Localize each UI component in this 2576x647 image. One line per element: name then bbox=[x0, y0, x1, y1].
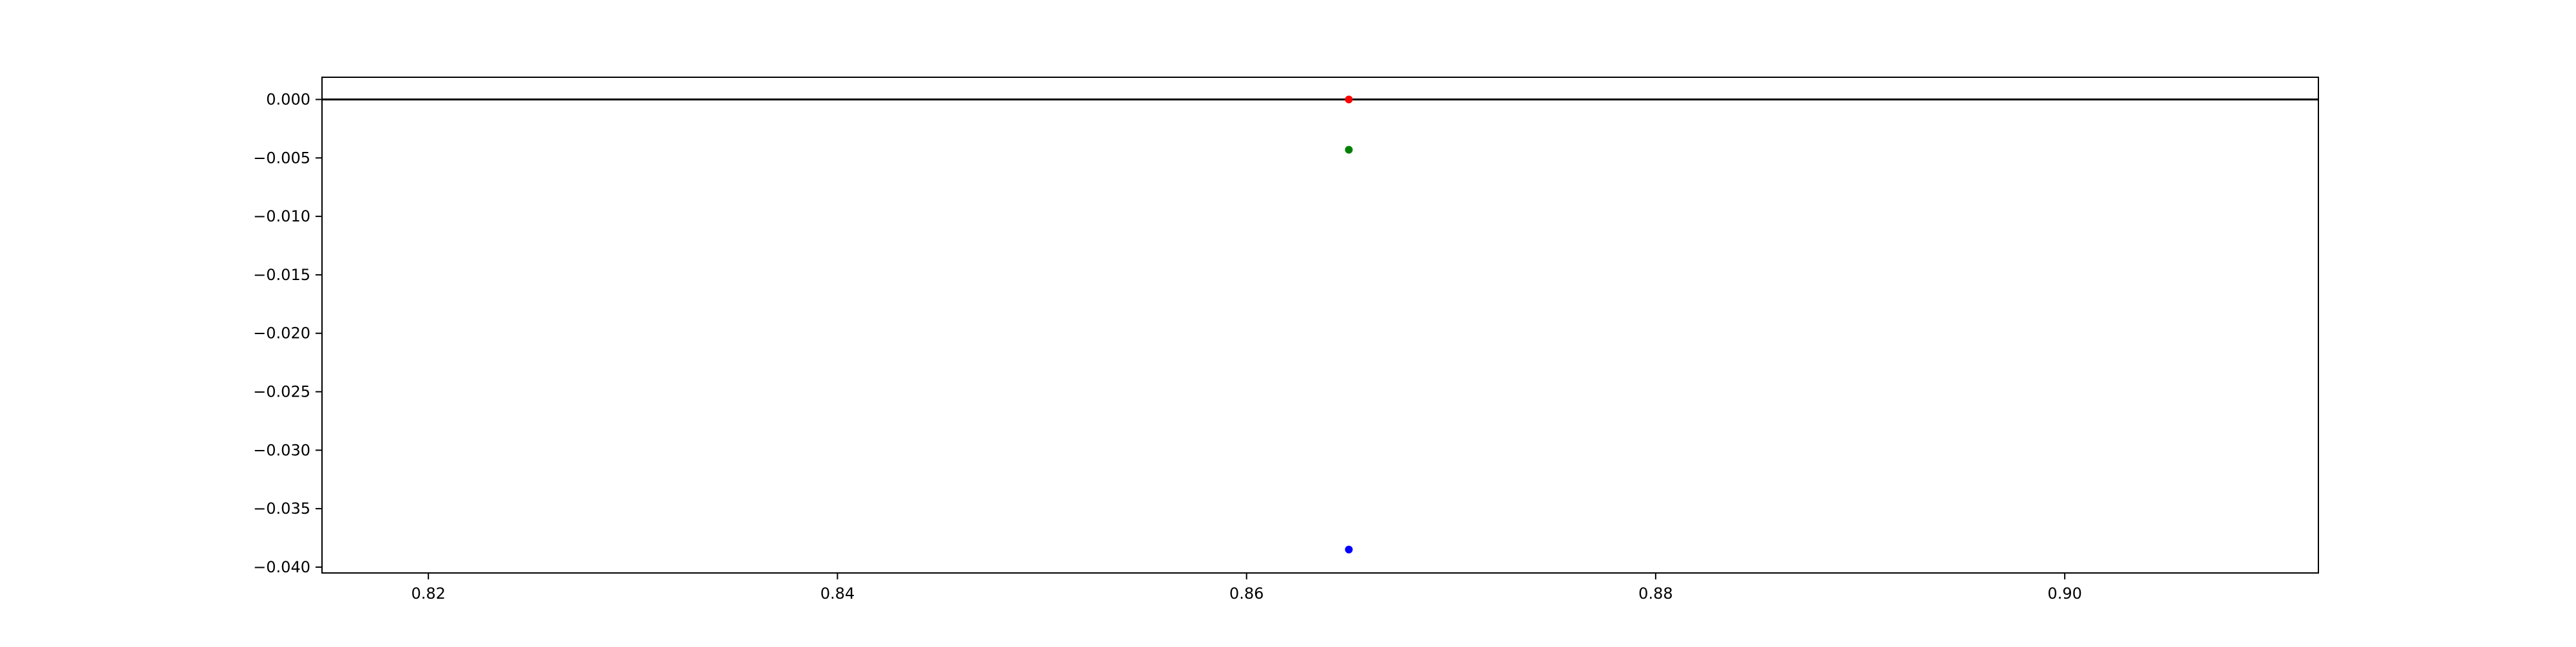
x-tick-label: 0.86 bbox=[1229, 585, 1264, 603]
data-point bbox=[1345, 145, 1353, 154]
y-tick-label: −0.030 bbox=[253, 441, 310, 459]
y-tick-label: −0.005 bbox=[253, 149, 310, 167]
y-tick-label: −0.020 bbox=[253, 324, 310, 342]
data-point bbox=[1345, 95, 1353, 104]
x-tick-label: 0.84 bbox=[820, 585, 855, 603]
y-axis-ticks: 0.000 −0.005 −0.010 −0.015 −0.020 −0.025 −0.03… bbox=[253, 91, 322, 576]
x-tick-label: 0.90 bbox=[2047, 585, 2081, 603]
y-tick-label: −0.010 bbox=[253, 207, 310, 225]
x-tick-label: 0.88 bbox=[1638, 585, 1672, 603]
data-points bbox=[1345, 95, 1353, 554]
x-axis-ticks: 0.82 0.84 0.86 0.88 0.90 bbox=[411, 573, 2082, 603]
data-point bbox=[1345, 545, 1353, 554]
y-tick-label: −0.040 bbox=[253, 558, 310, 576]
x-tick-label: 0.82 bbox=[411, 585, 445, 603]
y-tick-label: −0.035 bbox=[253, 500, 310, 518]
y-tick-label: 0.000 bbox=[266, 91, 310, 109]
y-tick-label: −0.025 bbox=[253, 383, 310, 401]
y-tick-label: −0.015 bbox=[253, 266, 310, 284]
plot-frame bbox=[321, 77, 2319, 574]
